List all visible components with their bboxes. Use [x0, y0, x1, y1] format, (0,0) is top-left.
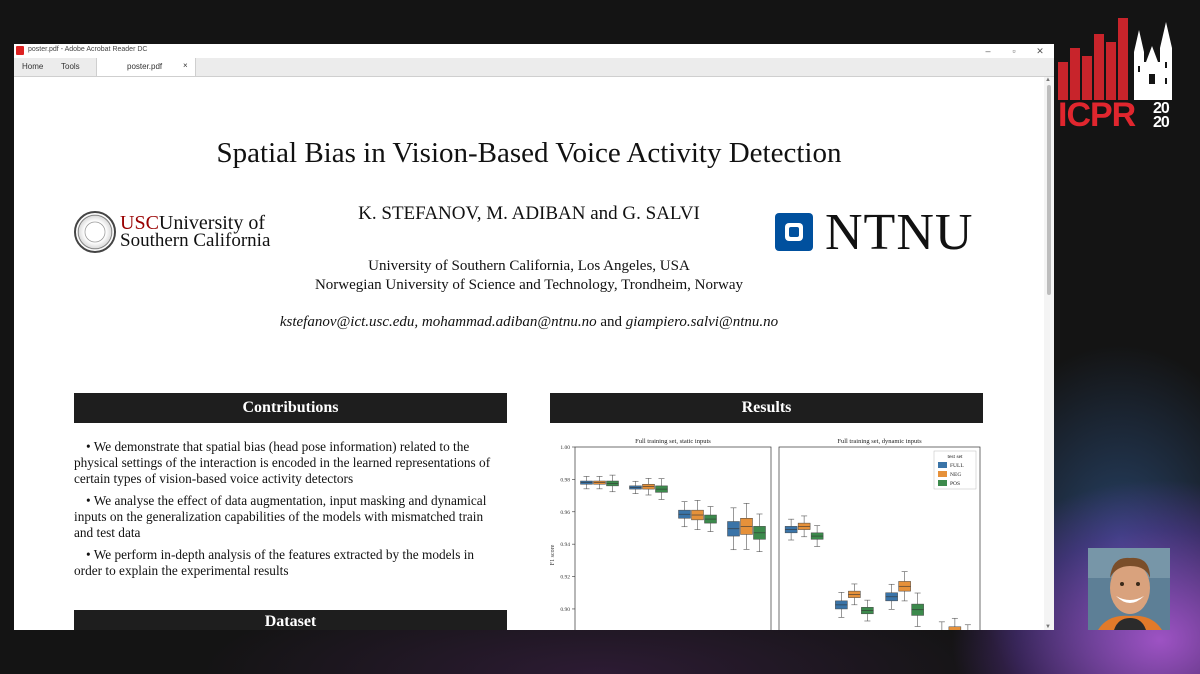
scroll-up-icon[interactable]: ▲ — [1045, 77, 1051, 83]
usc-abbrev: USC — [120, 212, 159, 234]
close-window-button[interactable]: ✕ — [1036, 46, 1044, 56]
acrobat-window: poster.pdf - Adobe Acrobat Reader DC – ▫… — [14, 44, 1054, 630]
emails-part2: giampiero.salvi@ntnu.no — [625, 314, 779, 330]
logo-bar — [1070, 48, 1080, 100]
chart-panel-frame — [574, 446, 772, 630]
tab-close-icon[interactable]: × — [183, 61, 188, 70]
contribution-item: • We demonstrate that spatial bias (head… — [74, 439, 491, 486]
ntnu-text: NTNU — [825, 204, 974, 261]
castle-icon — [1134, 22, 1172, 100]
nav-home[interactable]: Home — [22, 62, 44, 71]
chart-legend-label: NEG — [950, 472, 961, 478]
chart-panel-title: Full training set, static inputs — [635, 438, 711, 445]
logo-bars — [1058, 18, 1130, 100]
results-chart: F1 score 1.00 0.98 0.96 0.94 0.92 0.90 Full tra… — [550, 438, 981, 630]
logo-bar — [1082, 56, 1092, 100]
vertical-scrollbar[interactable]: ▲ ▼ — [1044, 77, 1054, 630]
chart-legend-swatch — [938, 480, 947, 486]
chart-ytick-label: 1.00 — [560, 445, 570, 451]
chart-legend-label: FULL — [950, 463, 964, 469]
chart-ytick-label: 0.92 — [560, 575, 570, 581]
usc-seal-icon — [74, 211, 116, 253]
results-heading: Results — [550, 393, 983, 423]
presenter-image — [1088, 548, 1170, 630]
logo-bar — [1118, 18, 1128, 100]
logo-year-bottom: 20 — [1153, 114, 1170, 131]
contribution-item: • We analyse the effect of data augmenta… — [74, 493, 487, 540]
logo-word: ICPR — [1058, 96, 1136, 134]
contribution-item: • We perform in-depth analysis of the fe… — [74, 547, 475, 578]
nav-tools[interactable]: Tools — [61, 62, 80, 71]
affiliation-1: University of Southern California, Los A… — [368, 258, 690, 274]
scroll-down-icon[interactable]: ▼ — [1045, 624, 1051, 630]
usc-logo: USCUniversity of Southern California — [74, 209, 294, 257]
poster-title: Spatial Bias in Vision-Based Voice Activ… — [216, 137, 842, 169]
usc-logo-line2: Southern California — [120, 230, 271, 251]
webcam-feed — [1088, 548, 1170, 630]
chart-legend-swatch — [938, 462, 947, 468]
tab-label: poster.pdf — [127, 62, 163, 71]
logo-year-top: 20 — [1153, 100, 1170, 117]
icpr-logo: ICPR 20 20 — [1058, 18, 1178, 134]
ntnu-logo: NTNU — [775, 204, 985, 261]
ntnu-mark-icon — [775, 213, 813, 251]
emails-part1: kstefanov@ict.usc.edu, mohammad.adiban@n… — [279, 314, 597, 330]
maximize-button[interactable]: ▫ — [1012, 46, 1016, 56]
chart-legend-label: POS — [950, 481, 960, 487]
minimize-button[interactable]: – — [985, 46, 991, 56]
tab-bar: Home Tools poster.pdf × — [14, 58, 1054, 77]
logo-bar — [1058, 62, 1068, 100]
chart-ytick-label: 0.90 — [560, 607, 570, 613]
box-neg — [948, 626, 962, 630]
usc-logo-line1: USCUniversity of — [120, 213, 265, 233]
scrollbar-thumb[interactable] — [1047, 85, 1051, 295]
chart-ytick-label: 0.94 — [560, 542, 570, 548]
tab-poster[interactable]: poster.pdf × — [96, 58, 196, 76]
title-bar: poster.pdf - Adobe Acrobat Reader DC – ▫… — [14, 44, 1054, 58]
document-view: Spatial Bias in Vision-Based Voice Activ… — [14, 77, 1044, 630]
contributions-heading: Contributions — [74, 393, 507, 423]
dataset-heading: Dataset — [74, 610, 507, 630]
affiliation-2: Norwegian University of Science and Tech… — [314, 277, 744, 293]
usc-line1: University of — [158, 212, 265, 234]
logo-year: 20 20 — [1153, 100, 1170, 131]
chart-panel-title: Full training set, dynamic inputs — [837, 438, 922, 445]
pdf-app-icon — [16, 46, 24, 55]
logo-bar — [1106, 42, 1116, 100]
chart-ytick-label: 0.96 — [560, 510, 570, 516]
poster-authors: K. STEFANOV, M. ADIBAN and G. SALVI — [358, 203, 700, 224]
window-title: poster.pdf - Adobe Acrobat Reader DC — [28, 46, 148, 53]
chart-ylabel: F1 score — [550, 544, 556, 565]
chart-legend-title: test set — [947, 454, 963, 460]
logo-bar — [1094, 34, 1104, 100]
chart-panel-frame — [778, 446, 981, 630]
chart-legend-swatch — [938, 471, 947, 477]
emails-and: and — [596, 314, 626, 330]
chart-ytick-label: 0.98 — [560, 477, 570, 483]
poster-emails: kstefanov@ict.usc.edu, mohammad.adiban@n… — [14, 314, 1044, 331]
contributions-list: • We demonstrate that spatial bias (head… — [74, 439, 504, 585]
